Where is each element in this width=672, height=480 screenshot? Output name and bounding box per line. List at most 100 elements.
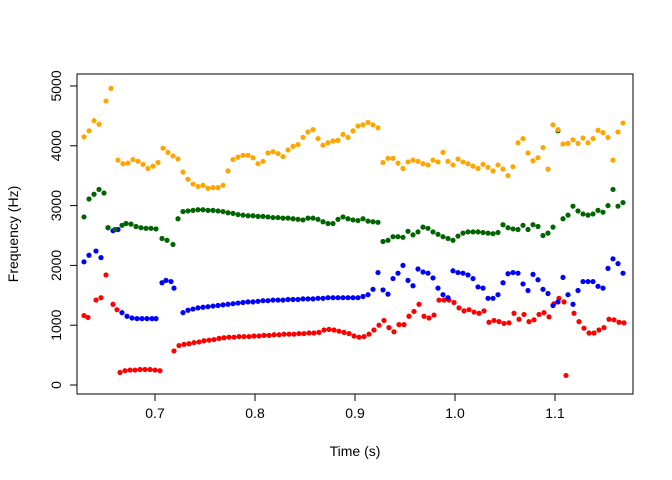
data-point (300, 296, 306, 302)
data-point (305, 215, 311, 221)
y-tick-label: 4000 (48, 130, 64, 161)
data-point (200, 304, 206, 310)
data-point (610, 256, 616, 262)
data-point (341, 329, 347, 335)
series-2 (81, 128, 626, 248)
data-point (280, 153, 286, 160)
data-point (265, 298, 271, 304)
data-point (476, 310, 482, 316)
data-point (430, 229, 436, 235)
data-point (450, 162, 456, 168)
data-point (330, 220, 336, 227)
data-point (355, 295, 361, 301)
data-point (226, 334, 232, 340)
data-point (620, 199, 626, 206)
data-point (510, 269, 516, 276)
data-point (586, 330, 592, 336)
data-point (380, 287, 386, 293)
data-point (480, 285, 486, 291)
data-point (495, 162, 501, 168)
data-point (545, 230, 551, 236)
data-point (540, 286, 546, 292)
data-point (235, 300, 241, 306)
data-point (520, 281, 526, 287)
data-point (175, 216, 181, 222)
data-point (96, 121, 102, 127)
data-point (186, 341, 192, 347)
data-point (190, 181, 196, 187)
data-point (149, 316, 155, 322)
data-point (127, 367, 133, 373)
data-point (365, 218, 371, 224)
data-point (505, 173, 511, 179)
data-point (490, 168, 496, 174)
data-point (530, 222, 536, 228)
data-point (86, 252, 92, 258)
data-point (355, 123, 361, 129)
data-point (425, 162, 431, 168)
data-point (235, 211, 241, 218)
data-point (370, 219, 376, 225)
data-point (137, 366, 143, 373)
data-point (200, 182, 206, 188)
data-point (605, 202, 611, 209)
data-point (220, 208, 226, 215)
data-point (305, 296, 311, 302)
data-point (470, 275, 476, 282)
data-point (310, 127, 316, 133)
data-point (81, 134, 87, 140)
data-point (421, 313, 427, 319)
data-point (495, 229, 501, 236)
data-point (300, 134, 306, 141)
data-point (91, 191, 97, 197)
data-point (98, 295, 104, 301)
data-point (225, 168, 231, 174)
data-point (139, 316, 145, 322)
data-point (185, 307, 191, 313)
data-point (305, 129, 311, 135)
series-0 (81, 272, 627, 379)
data-point (471, 309, 477, 315)
data-point (350, 217, 356, 223)
data-point (216, 335, 222, 341)
data-point (445, 235, 451, 242)
data-point (491, 317, 497, 324)
data-point (345, 216, 351, 222)
data-point (621, 320, 627, 326)
data-point (596, 327, 602, 333)
data-point (560, 141, 566, 147)
data-point (506, 320, 512, 326)
data-point (346, 330, 352, 337)
data-point (531, 317, 537, 323)
data-point (326, 326, 332, 333)
data-point (500, 222, 506, 228)
data-point (245, 152, 251, 158)
data-point (540, 232, 546, 239)
data-point (581, 325, 587, 331)
data-point (530, 158, 536, 164)
data-point (560, 274, 566, 280)
data-point (620, 120, 626, 126)
data-point (461, 308, 467, 314)
data-point (475, 165, 481, 172)
data-point (281, 331, 287, 337)
data-point (245, 213, 251, 219)
data-point (360, 216, 366, 222)
data-point (129, 315, 135, 321)
data-point (570, 203, 576, 209)
data-point (310, 296, 316, 302)
data-point (420, 161, 426, 167)
data-point (450, 237, 456, 243)
data-point (256, 333, 262, 339)
data-point (266, 332, 272, 338)
data-point (411, 308, 417, 315)
data-point (575, 140, 581, 146)
data-point (510, 164, 516, 170)
data-point (280, 215, 286, 221)
data-point (330, 138, 336, 144)
data-point (286, 331, 292, 337)
data-point (270, 214, 276, 221)
data-point (435, 231, 441, 237)
data-point (595, 127, 601, 133)
data-point (206, 337, 212, 343)
